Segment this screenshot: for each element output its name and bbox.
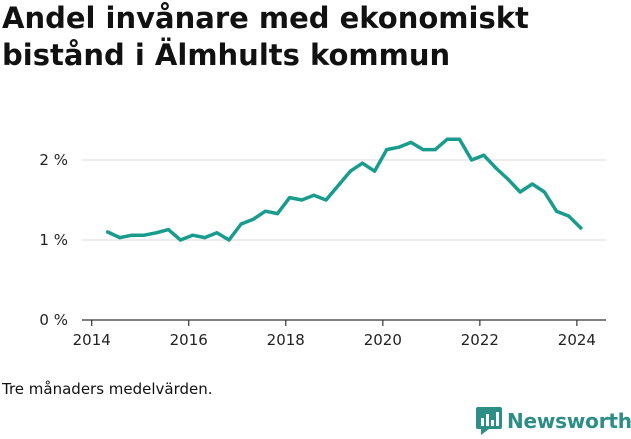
data-point bbox=[324, 198, 328, 202]
series-line bbox=[105, 137, 583, 242]
data-point bbox=[263, 209, 267, 213]
data-point bbox=[385, 148, 389, 152]
data-point bbox=[372, 169, 377, 173]
data-point bbox=[554, 209, 559, 213]
data-point bbox=[275, 212, 280, 216]
data-point bbox=[288, 196, 292, 200]
x-tick-label: 2018 bbox=[267, 331, 305, 349]
data-point bbox=[470, 158, 474, 162]
data-point bbox=[251, 217, 255, 221]
x-axis-tick-labels: 2014 2016 2018 2020 2022 2024 bbox=[73, 331, 596, 349]
data-point bbox=[421, 148, 425, 152]
data-point bbox=[397, 145, 401, 149]
data-point bbox=[494, 166, 498, 170]
data-point bbox=[433, 148, 437, 152]
data-point bbox=[579, 226, 583, 230]
data-point bbox=[530, 182, 534, 186]
x-tick-label: 2020 bbox=[364, 331, 402, 349]
y-tick-label: 1 % bbox=[39, 231, 68, 249]
line-chart: 0 % 1 % 2 % 2014 2016 2018 2020 2022 2024 bbox=[39, 137, 606, 349]
newsworthy-logo-icon bbox=[476, 407, 502, 435]
data-point bbox=[215, 231, 219, 235]
data-point bbox=[154, 231, 158, 235]
y-tick-label: 2 % bbox=[39, 151, 68, 169]
grid-lines bbox=[82, 159, 606, 241]
data-point bbox=[567, 214, 571, 218]
data-point bbox=[106, 230, 110, 234]
data-point bbox=[239, 222, 243, 226]
data-point bbox=[178, 238, 183, 242]
data-point bbox=[506, 177, 510, 181]
x-tick-label: 2024 bbox=[558, 331, 596, 349]
x-tick-label: 2014 bbox=[73, 331, 111, 349]
x-axis bbox=[82, 319, 606, 326]
data-point bbox=[227, 238, 231, 242]
data-point bbox=[348, 169, 352, 173]
data-point bbox=[360, 161, 365, 165]
data-point bbox=[445, 137, 449, 141]
data-point bbox=[312, 193, 316, 197]
data-point bbox=[118, 236, 122, 240]
y-axis-tick-labels: 0 % 1 % 2 % bbox=[39, 151, 68, 329]
y-tick-label: 0 % bbox=[39, 311, 68, 329]
footnote: Tre månaders medelvärden. bbox=[2, 380, 213, 398]
data-point bbox=[166, 228, 170, 232]
data-point bbox=[409, 140, 413, 144]
data-point bbox=[542, 190, 546, 194]
brand-name: Newsworthy bbox=[507, 409, 631, 433]
brand-logo[interactable]: Newsworthy bbox=[476, 407, 631, 435]
x-tick-label: 2022 bbox=[461, 331, 499, 349]
series-layer bbox=[105, 137, 583, 242]
data-point bbox=[518, 190, 522, 194]
x-tick-label: 2016 bbox=[170, 331, 208, 349]
data-point bbox=[191, 233, 195, 237]
data-point bbox=[482, 153, 486, 157]
chart-title: Andel invånare med ekonomiskt bistånd i … bbox=[2, 1, 529, 72]
data-point bbox=[457, 137, 462, 141]
data-point bbox=[130, 233, 134, 237]
data-point bbox=[336, 184, 340, 188]
data-point bbox=[203, 236, 207, 240]
data-point bbox=[142, 233, 146, 237]
data-point bbox=[300, 198, 304, 202]
